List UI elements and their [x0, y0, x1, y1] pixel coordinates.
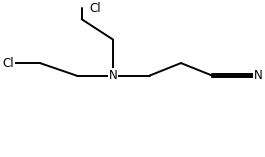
Text: N: N	[254, 69, 263, 82]
Text: Cl: Cl	[2, 57, 14, 70]
Text: N: N	[109, 69, 117, 82]
Text: Cl: Cl	[90, 2, 101, 15]
